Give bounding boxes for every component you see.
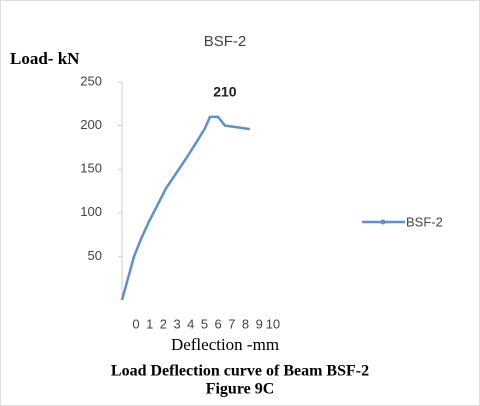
y-tick-label: 50 (88, 248, 102, 263)
chart-title: BSF-2 (204, 33, 247, 50)
x-tick-label: 2 (160, 316, 167, 331)
y-tick-label: 100 (80, 204, 102, 219)
x-tick-label: 9 (256, 316, 263, 331)
caption: Load Deflection curve of Beam BSF-2 (111, 363, 369, 380)
x-tick-label: 8 (242, 316, 249, 331)
y-tick-label: 250 (80, 73, 102, 88)
x-tick-label: 1 (146, 316, 153, 331)
x-tick-label: 4 (187, 316, 194, 331)
x-tick-label: 7 (228, 316, 235, 331)
figure-label: Figure 9C (206, 381, 275, 398)
x-tick-label: 6 (215, 316, 222, 331)
x-tick-label: 3 (173, 316, 180, 331)
x-tick-label: 0 (132, 316, 139, 331)
legend-label: BSF-2 (406, 214, 443, 229)
y-axis-label: Load- kN (10, 49, 80, 68)
annotation: 210 (213, 84, 237, 100)
x-axis-label: Deflection -mm (171, 335, 279, 354)
data-line (120, 115, 251, 301)
y-tick-label: 150 (80, 161, 102, 176)
legend-marker (380, 219, 386, 225)
x-tick-label: 10 (266, 316, 280, 331)
x-tick-label: 5 (201, 316, 208, 331)
y-tick-label: 200 (80, 117, 102, 132)
